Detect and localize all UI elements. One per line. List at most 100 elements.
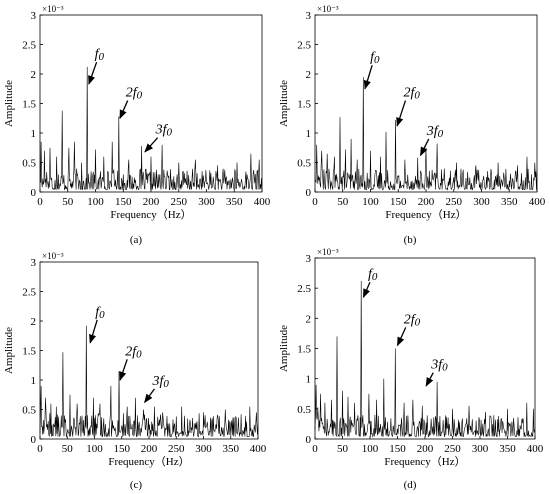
y-axis-label: Amplitude (278, 325, 290, 372)
x-axis-label: Frequency（Hz） (110, 208, 191, 221)
x-tick-label: 0 (312, 196, 318, 208)
y-tick-label: 2 (31, 316, 37, 328)
x-tick-label: 50 (337, 443, 349, 455)
x-tick-label: 0 (37, 196, 43, 208)
x-tick-label: 400 (250, 443, 267, 455)
x-tick-label: 300 (472, 443, 489, 455)
harmonic-annotation: 2f0 (126, 86, 143, 102)
x-tick-label: 150 (114, 443, 131, 455)
annotation-arrow (419, 138, 430, 157)
annotation-arrow (119, 100, 129, 120)
x-tick-label: 50 (62, 196, 74, 208)
x-tick-label: 300 (198, 196, 215, 208)
y-multiplier: ×10⁻³ (42, 4, 64, 14)
harmonic-annotation: 2f0 (125, 344, 142, 360)
y-axis-label: Amplitude (3, 80, 15, 127)
harmonic-annotation: 2f0 (403, 86, 420, 102)
y-multiplier: ×10⁻³ (317, 247, 339, 257)
harmonic-annotation: f0 (370, 50, 380, 66)
y-tick-label: 3 (306, 10, 312, 22)
y-tick-label: 2 (306, 313, 312, 325)
y-tick-label: 0.5 (297, 158, 311, 170)
x-tick-label: 250 (444, 443, 461, 455)
annotation-arrow (396, 100, 407, 127)
chart-panel-2: 0 50 100 150 200 250 300 350 400 0 0.5 1 1.5 2 2.5 3 ×10… (278, 4, 546, 221)
harmonic-annotation: f0 (95, 305, 105, 321)
annotation-arrow (425, 372, 434, 387)
annotation-arrow (362, 281, 371, 299)
y-tick-label: 2.5 (22, 287, 36, 299)
harmonic-annotation: 3f0 (430, 358, 448, 374)
x-tick-label: 200 (141, 443, 158, 455)
y-tick-label: 2.5 (22, 40, 36, 52)
y-tick-label: 0 (306, 187, 312, 199)
y-multiplier: ×10⁻³ (42, 251, 64, 261)
annotation-arrow (144, 388, 155, 404)
x-tick-label: 150 (115, 196, 132, 208)
y-tick-label: 1.5 (297, 99, 311, 111)
x-tick-label: 400 (527, 443, 544, 455)
annotation-arrow (89, 319, 98, 344)
x-tick-label: 100 (362, 443, 379, 455)
x-axis-label: Frequency（Hz） (385, 208, 466, 221)
y-tick-label: 1.5 (22, 346, 36, 358)
y-tick-label: 1 (306, 128, 312, 140)
x-tick-label: 200 (418, 196, 435, 208)
x-tick-label: 150 (390, 196, 407, 208)
x-tick-label: 0 (312, 443, 318, 455)
y-tick-label: 0 (31, 434, 37, 446)
x-tick-label: 350 (499, 443, 516, 455)
y-tick-label: 0 (306, 434, 312, 446)
x-tick-label: 100 (87, 196, 104, 208)
x-tick-label: 100 (86, 443, 103, 455)
x-tick-label: 300 (473, 196, 490, 208)
x-tick-label: 350 (223, 443, 240, 455)
x-tick-label: 250 (446, 196, 463, 208)
chart-panel-3: 0 50 100 150 200 250 300 350 400 0 0.5 1 1.5 2 2.5 3 ×10… (3, 251, 267, 468)
y-tick-label: 2.5 (297, 283, 311, 295)
x-tick-label: 250 (171, 196, 188, 208)
y-tick-label: 1.5 (22, 99, 36, 111)
spectrum-line-3 (39, 325, 259, 438)
x-axis-label: Frequency（Hz） (108, 455, 189, 468)
x-tick-label: 400 (254, 196, 271, 208)
harmonic-annotation: 2f0 (404, 312, 421, 328)
x-tick-label: 50 (337, 196, 349, 208)
x-axis-label: Frequency（Hz） (384, 455, 465, 468)
x-tick-label: 0 (37, 443, 43, 455)
y-multiplier: ×10⁻³ (317, 4, 339, 14)
y-axis-label: Amplitude (278, 80, 290, 127)
y-tick-label: 0.5 (22, 158, 36, 170)
y-axis-label: Amplitude (3, 327, 15, 374)
y-tick-label: 0.5 (22, 405, 36, 417)
chart-panel-4: 0 50 100 150 200 250 300 350 400 0 0.5 1 1.5 2 2.5 3 ×10… (278, 247, 544, 468)
x-tick-label: 300 (195, 443, 212, 455)
chart-panel-1: 0 50 100 150 200 250 300 350 400 0 0.5 1 1.5 2 2.5 3 ×10… (3, 4, 271, 221)
x-tick-label: 200 (417, 443, 434, 455)
panel-label: (c) (130, 479, 143, 491)
x-tick-label: 200 (143, 196, 160, 208)
panel-label: (b) (404, 234, 417, 246)
x-tick-label: 400 (529, 196, 546, 208)
spectrum-line-4 (314, 280, 536, 438)
spectrum-line-1 (39, 66, 263, 191)
harmonic-annotation: 3f0 (426, 124, 444, 140)
x-tick-label: 350 (501, 196, 518, 208)
panel-label: (d) (404, 479, 417, 491)
harmonic-annotation: f0 (95, 47, 105, 63)
annotation-arrow (119, 359, 128, 381)
harmonic-annotation: f0 (368, 267, 378, 283)
annotation-arrow (363, 64, 373, 90)
x-tick-label: 150 (389, 443, 406, 455)
x-tick-label: 350 (226, 196, 243, 208)
annotation-arrow (144, 137, 159, 153)
y-tick-label: 2 (306, 69, 312, 81)
annotation-arrow (88, 61, 98, 85)
y-tick-label: 2 (31, 69, 37, 81)
y-tick-label: 3 (31, 10, 37, 22)
x-tick-label: 250 (168, 443, 185, 455)
x-tick-label: 100 (362, 196, 379, 208)
y-tick-label: 2.5 (297, 40, 311, 52)
y-tick-label: 1 (31, 375, 37, 387)
